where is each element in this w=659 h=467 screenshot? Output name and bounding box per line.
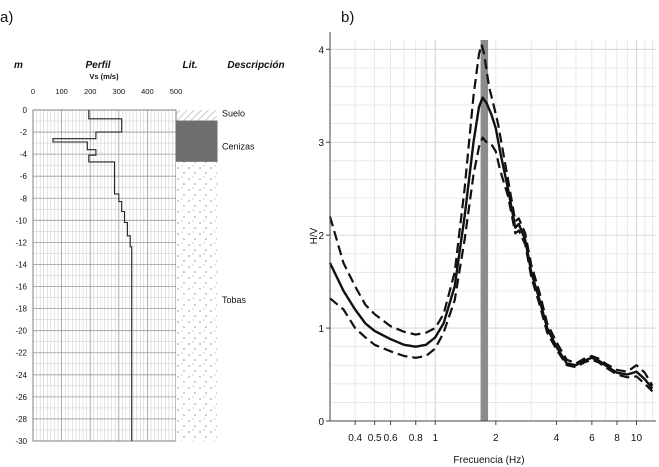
x-tick-label: 0.5 — [368, 433, 382, 444]
depth-tick-label: -6 — [20, 172, 28, 181]
vs-tick-label: 100 — [55, 87, 68, 96]
lithology-layer-cenizas — [175, 120, 218, 163]
y-tick-label: 3 — [318, 138, 324, 149]
lithology-layer-tobas — [176, 161, 217, 441]
vs-profile-line — [52, 110, 133, 441]
depth-tick-label: -30 — [15, 437, 27, 446]
hv-axes — [329, 32, 656, 422]
description-header: Descripción — [227, 60, 284, 71]
hv-tick-labels: 0 1 2 3 4 — [318, 45, 330, 428]
vs-tick-label: 0 — [31, 87, 35, 96]
depth-tick-label: -24 — [15, 371, 27, 380]
hv-axis-label: H/V — [309, 227, 320, 244]
lithology-layer-suelo — [176, 110, 217, 122]
depth-tick-label: -8 — [20, 194, 28, 203]
x-tick-label: 0.8 — [409, 433, 423, 444]
depth-tick-label: -28 — [15, 415, 27, 424]
x-tick-label: 6 — [589, 433, 595, 444]
depth-tick-label: 0 — [23, 106, 28, 115]
x-tick-label: 4 — [554, 433, 560, 444]
x-tick-label: 2 — [493, 433, 499, 444]
peak-frequency-band — [480, 40, 489, 421]
vs-axis-label: Vs (m/s) — [89, 72, 119, 81]
layer-label-cenizas: Cenizas — [222, 141, 255, 151]
panel-a-label: a) — [0, 9, 13, 26]
vs-tick-label: 200 — [84, 87, 97, 96]
depth-tick-label: -2 — [20, 128, 28, 137]
x-tick-label: 8 — [614, 433, 620, 444]
y-tick-label: 2 — [318, 231, 324, 242]
depth-tick-label: -16 — [15, 283, 27, 292]
depth-tick-label: -20 — [15, 327, 27, 336]
vs-profile — [52, 110, 133, 441]
lithology-header: Lit. — [183, 60, 198, 71]
panel-a: a) m Perfil Vs (m/s) Lit. Descripción 0 1… — [0, 9, 285, 446]
hv-curve-upper — [328, 43, 654, 387]
depth-unit-label: m — [14, 60, 23, 71]
depth-tick-label: -4 — [20, 150, 28, 159]
depth-tick-label: -18 — [15, 305, 27, 314]
hv-curve-lower — [329, 136, 654, 393]
panel-b: b) 0.4 0.5 0.6 0.8 1 2 4 6 8 10 0 1 2 3 4 Frecuencia … — [309, 9, 656, 466]
profile-title: Perfil — [85, 60, 110, 71]
lithology-column — [175, 110, 218, 441]
x-tick-label: 10 — [631, 433, 643, 444]
hv-curve-mean — [328, 96, 654, 390]
y-tick-label: 4 — [318, 45, 324, 56]
profile-grid — [32, 109, 177, 442]
depth-tick-label: -12 — [15, 238, 27, 247]
y-tick-label: 0 — [318, 417, 324, 428]
layer-label-suelo: Suelo — [222, 108, 245, 118]
x-tick-label: 0.4 — [348, 433, 362, 444]
layer-label-tobas: Tobas — [222, 295, 247, 305]
depth-tick-label: -14 — [15, 260, 27, 269]
y-tick-label: 1 — [318, 324, 324, 335]
peak-band — [480, 40, 489, 421]
frequency-axis-label: Frecuencia (Hz) — [453, 455, 524, 466]
depth-tick-label: -26 — [15, 393, 27, 402]
frequency-tick-labels: 0.4 0.5 0.6 0.8 1 2 4 6 8 10 — [348, 421, 642, 444]
hv-curves — [328, 43, 654, 393]
depth-tick-label: -10 — [15, 216, 27, 225]
layer-descriptions: Suelo Cenizas Tobas — [222, 108, 255, 304]
vs-tick-label: 500 — [170, 87, 183, 96]
x-tick-label: 1 — [432, 433, 438, 444]
vs-tick-label: 400 — [141, 87, 154, 96]
panel-b-label: b) — [341, 9, 354, 26]
depth-tick-label: -22 — [15, 349, 27, 358]
vs-tick-labels: 0 100 200 300 400 500 — [31, 87, 182, 96]
x-tick-label: 0.6 — [384, 433, 398, 444]
depth-tick-labels: 0 -2 -4 -6 -8 -10 -12 -14 -16 -18 -20 -22 -24 -26 -28 -… — [15, 106, 27, 446]
vs-tick-label: 300 — [113, 87, 126, 96]
